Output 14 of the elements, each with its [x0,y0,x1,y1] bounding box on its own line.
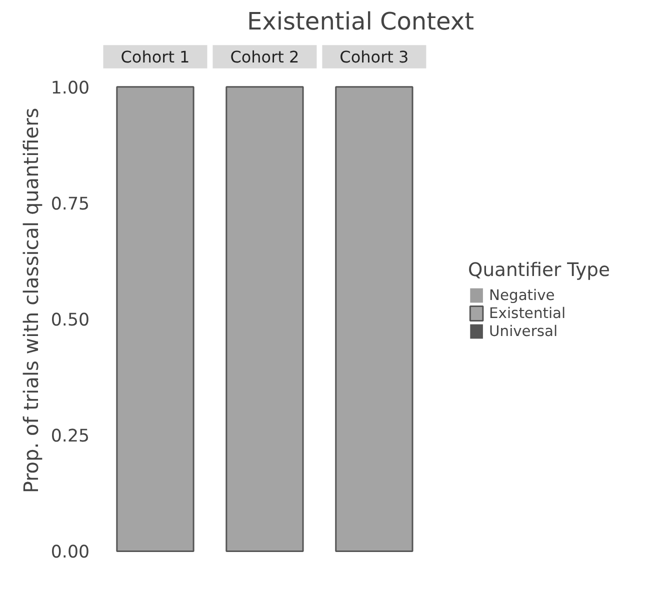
y-tick-label: 0.25 [50,426,90,447]
y-tick-label: 0.75 [50,194,90,214]
y-axis-title: Prop. of trials with classical quantifiers [18,108,43,494]
legend-label: Universal [489,322,558,340]
y-tick-label: 0.00 [50,542,90,563]
y-tick-label: 0.50 [50,310,90,331]
chart-title: Existential Context [246,8,474,36]
legend-label: Negative [489,286,555,304]
legend-label: Existential [489,304,566,322]
x-tick-label: Cohort 1 [120,47,190,66]
legend-title: Quantifier Type [468,260,610,281]
y-tick-label: 1.00 [50,78,90,98]
x-tick-label: Cohort 3 [340,47,409,66]
x-tick-label: Cohort 2 [230,47,300,66]
